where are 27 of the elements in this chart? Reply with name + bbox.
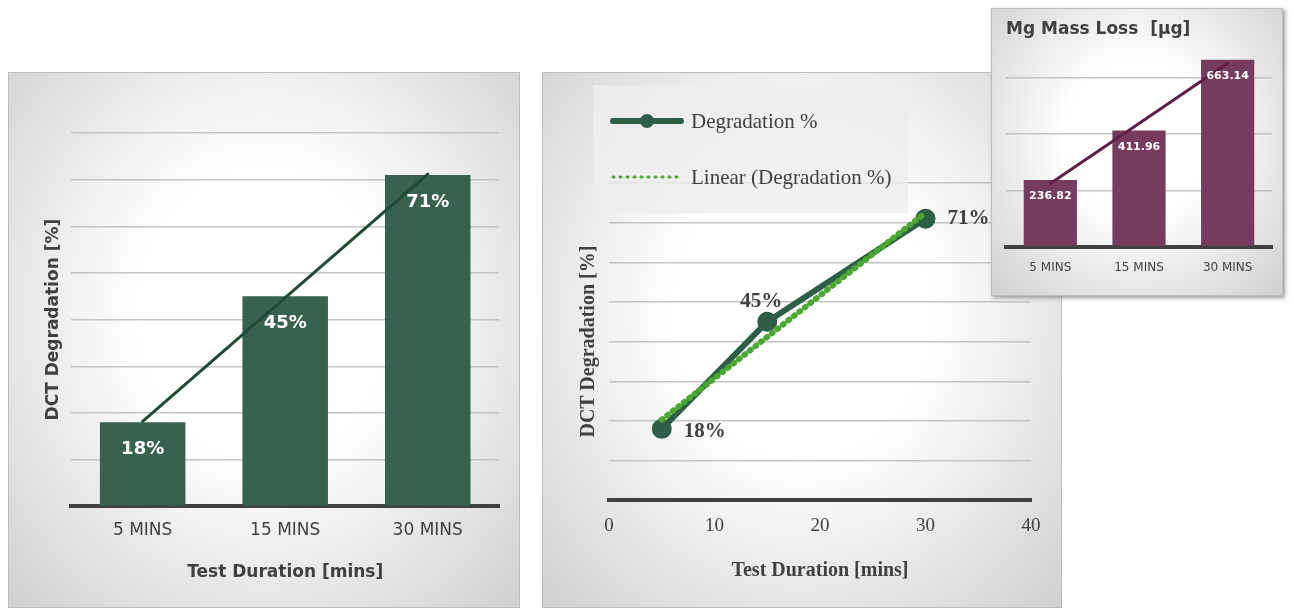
- x-tick-label: 10: [705, 513, 724, 535]
- data-label: 18%: [683, 417, 726, 442]
- y-axis-title: DCT Degradation [%]: [41, 218, 62, 421]
- x-tick-label: 30: [916, 513, 935, 535]
- y-axis-title: DCT Degradation [%]: [576, 245, 600, 438]
- chart-title: Mg Mass Loss [μg]: [1006, 17, 1191, 38]
- legend-label: Linear (Degradation %): [691, 164, 892, 190]
- data-label: 18%: [121, 436, 165, 458]
- x-tick-label: 15 MINS: [250, 518, 321, 539]
- x-tick-label: 15 MINS: [1114, 259, 1164, 274]
- x-axis-title: Test Duration [mins]: [731, 558, 909, 581]
- x-tick-label: 30 MINS: [1202, 259, 1253, 274]
- data-label: 411.96: [1117, 139, 1161, 153]
- data-label: 45%: [740, 287, 783, 312]
- data-label: 236.82: [1029, 189, 1072, 203]
- x-tick-label: 0: [604, 513, 614, 535]
- legend-label: Degradation %: [691, 108, 818, 134]
- data-label: 663.14: [1206, 69, 1250, 83]
- x-tick-label: 5 MINS: [112, 518, 173, 539]
- x-tick-label: 5 MINS: [1029, 259, 1072, 274]
- x-tick-label: 20: [810, 513, 830, 535]
- x-axis-title: Test Duration [mins]: [187, 561, 384, 582]
- data-label: 45%: [263, 310, 307, 332]
- x-tick-label: 40: [1021, 513, 1041, 535]
- x-tick-label: 30 MINS: [392, 518, 463, 539]
- data-label: 71%: [406, 189, 450, 211]
- data-label: 71%: [947, 205, 990, 230]
